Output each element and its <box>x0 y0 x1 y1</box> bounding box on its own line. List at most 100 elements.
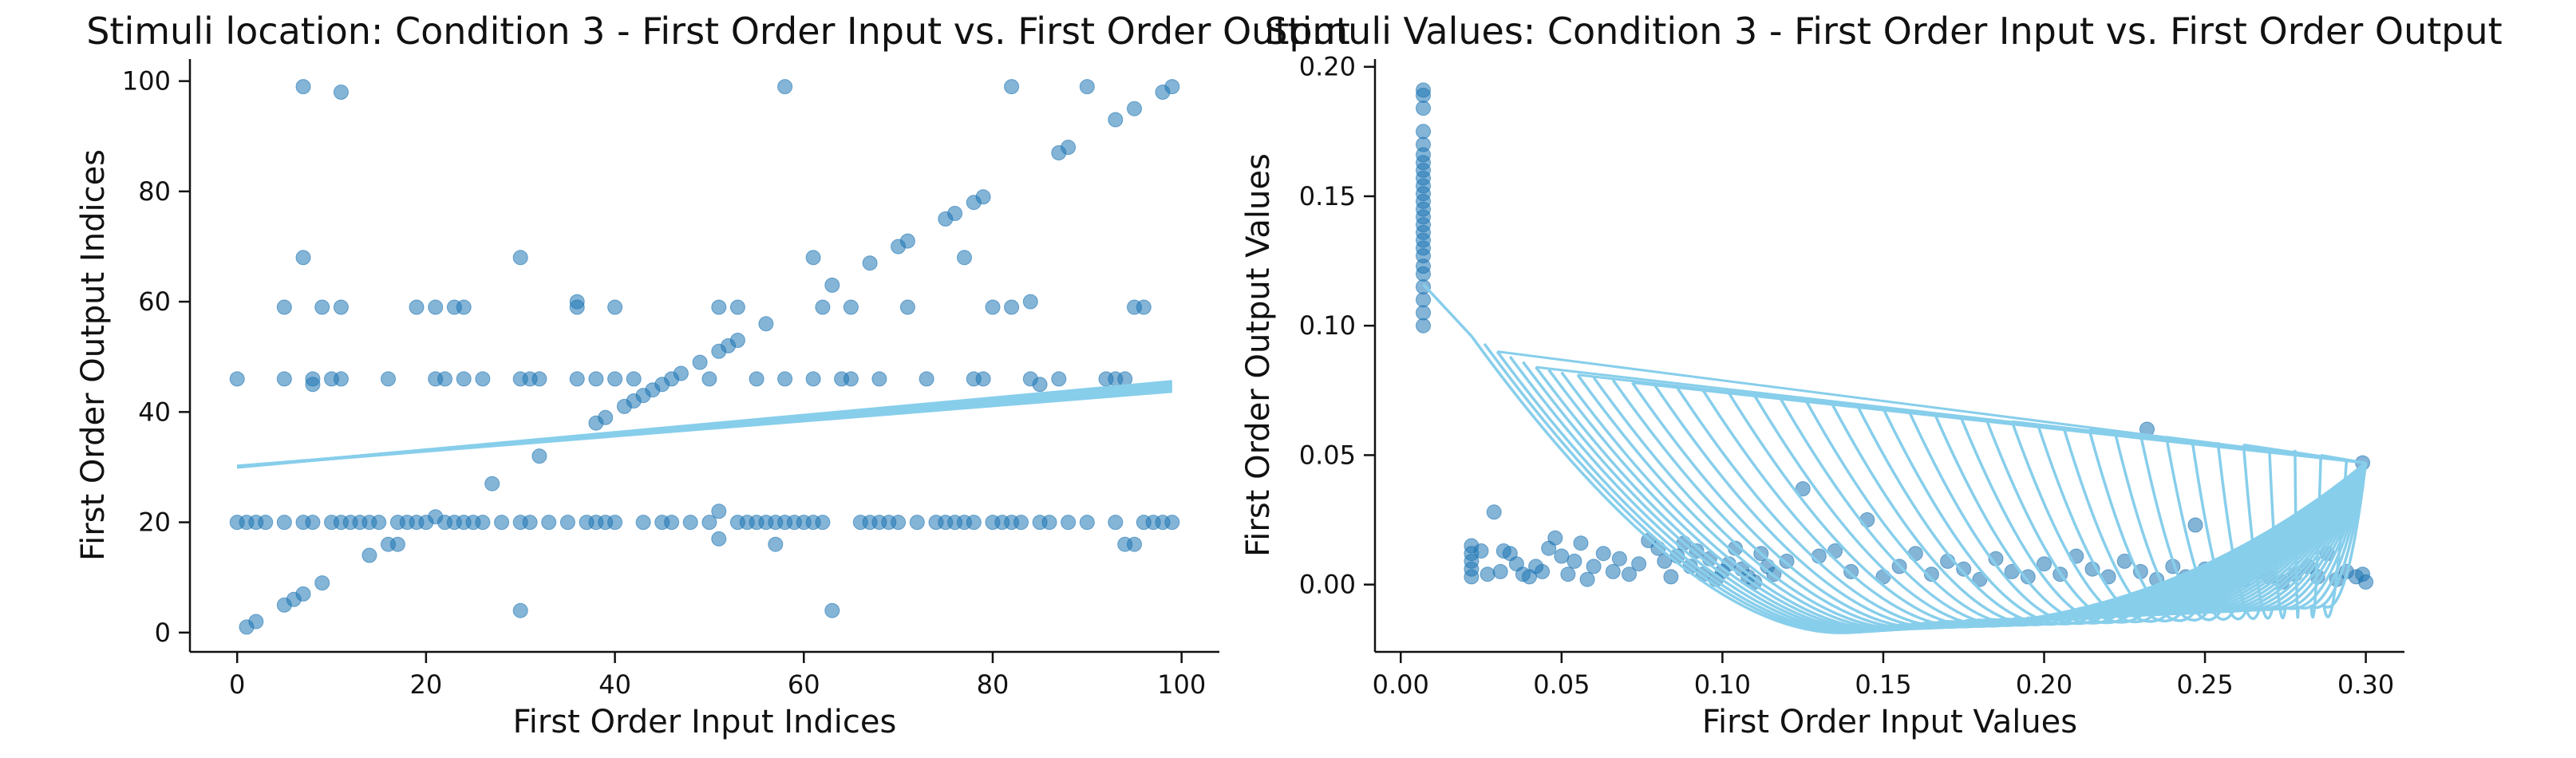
left-ticks: 0 20 40 60 80 100 0 20 40 60 80 100 <box>122 66 1206 700</box>
left-scatter-point <box>1164 79 1180 95</box>
left-x-tick-label: 40 <box>599 669 631 700</box>
right-scatter-point <box>1416 82 1431 98</box>
right-fit-chord <box>2320 453 2366 464</box>
left-scatter-point <box>295 250 311 266</box>
left-scatter-point <box>768 536 784 552</box>
right-fit-curve <box>1753 394 2367 628</box>
left-scatter-point <box>276 515 292 531</box>
left-scatter-point <box>682 515 698 531</box>
left-scatter-point <box>456 371 472 387</box>
right-x-tick-label: 0.25 <box>2176 669 2233 700</box>
left-scatter-point <box>371 515 387 531</box>
right-chart-title: Stimuli Values: Condition 3 - First Orde… <box>1264 10 2502 53</box>
right-scatter-point <box>1631 556 1647 572</box>
left-scatter-point <box>475 515 491 531</box>
right-fit-curve <box>1779 397 2367 627</box>
right-fit-curve <box>2294 449 2368 619</box>
right-scatter-point <box>2037 556 2052 572</box>
left-scatter-point <box>494 515 510 531</box>
right-scatter-point <box>1595 546 1611 562</box>
right-x-axis-label: First Order Input Values <box>1702 704 2077 740</box>
left-scatter-point <box>843 371 859 387</box>
left-scatter-point <box>1127 536 1142 552</box>
left-x-tick-label: 80 <box>977 669 1009 700</box>
left-scatter-point <box>428 299 444 315</box>
left-scatter-point <box>484 476 500 492</box>
right-fit-curve <box>1882 408 2368 626</box>
right-scatter-point <box>1554 548 1570 564</box>
right-scatter-point <box>2358 574 2374 590</box>
left-scatter-point <box>1022 294 1038 310</box>
left-scatter-point <box>229 371 245 387</box>
right-scatter-point <box>1622 567 1637 582</box>
right-plot-area <box>1416 82 2374 634</box>
right-scatter-point <box>1843 563 1859 579</box>
right-scatter-point <box>1779 553 1795 569</box>
left-scatter-point <box>966 515 982 531</box>
left-scatter-point <box>559 515 575 531</box>
left-y-tick-label: 60 <box>138 286 171 317</box>
left-x-tick-label: 100 <box>1157 669 1206 700</box>
left-y-tick-label: 0 <box>155 618 171 648</box>
left-scatter-point <box>871 371 887 387</box>
right-scatter-point <box>1605 563 1621 579</box>
left-scatter-point <box>333 299 349 315</box>
left-scatter-point <box>1041 515 1057 531</box>
left-scatter-point <box>1004 299 1020 315</box>
left-scatter-point <box>824 602 840 618</box>
left-scatter-point <box>711 531 727 547</box>
left-plot-area <box>229 79 1180 635</box>
left-y-tick-label: 80 <box>138 176 171 207</box>
left-scatter-point <box>1108 515 1124 531</box>
left-scatter-point <box>1032 377 1048 393</box>
left-scatter-point <box>1127 101 1142 116</box>
right-scatter-point <box>1492 563 1508 579</box>
left-y-tick-label: 100 <box>122 66 171 97</box>
right-scatter-point <box>1416 318 1431 334</box>
left-y-tick-label: 40 <box>138 397 171 427</box>
left-fit-line <box>237 389 1172 468</box>
right-fit-curve <box>2062 426 2368 622</box>
right-x-tick-label: 0.15 <box>1855 669 1911 700</box>
right-fit-curve <box>2010 420 2368 623</box>
left-scatter-point <box>607 515 623 531</box>
right-scatter-point <box>1663 569 1679 585</box>
right-fit-curve <box>2321 460 2368 618</box>
right-fit-line <box>1422 283 1473 338</box>
right-x-tick-label: 0.30 <box>2337 669 2394 700</box>
left-scatter-point <box>305 515 321 531</box>
left-scatter-point <box>475 371 491 387</box>
left-scatter-point <box>409 299 425 315</box>
left-scatter-point <box>531 371 547 387</box>
right-x-tick-label: 0.10 <box>1694 669 1751 700</box>
right-ticks: 0.00 0.05 0.10 0.15 0.20 0.25 0.30 0.00 0.05 0.10… <box>1299 52 2395 700</box>
right-scatter-point <box>1795 481 1811 497</box>
left-scatter-point <box>673 365 689 381</box>
left-scatter-point <box>711 503 727 519</box>
left-x-axis-label: First Order Input Indices <box>513 704 897 740</box>
left-chart-title: Stimuli location: Condition 3 - First Or… <box>86 10 1350 53</box>
left-scatter-point <box>664 515 680 531</box>
left-x-tick-label: 60 <box>788 669 820 700</box>
left-scatter-point <box>512 602 528 618</box>
right-fit-curve <box>1933 413 2368 625</box>
left-scatter-point <box>758 316 774 332</box>
right-fit-curve <box>2164 436 2368 621</box>
left-scatter-point <box>777 371 793 387</box>
right-scatter-point <box>1416 124 1431 140</box>
right-fit-curve <box>1856 405 2367 626</box>
left-scatter-point <box>749 371 765 387</box>
right-scatter-point <box>1480 567 1495 582</box>
right-fit-curve <box>2242 444 2368 620</box>
right-scatter-point <box>1567 553 1582 569</box>
right-y-tick-label: 0.15 <box>1299 181 1356 211</box>
left-scatter-point <box>843 299 859 315</box>
left-scatter-point <box>314 575 330 591</box>
left-scatter-point <box>314 299 330 315</box>
left-scatter-point <box>701 515 717 531</box>
left-scatter-point <box>1061 140 1077 156</box>
right-scatter-point <box>1416 101 1431 116</box>
left-scatter-point <box>588 371 604 387</box>
left-scatter-point <box>258 515 274 531</box>
right-fit-curve <box>1631 381 2367 630</box>
